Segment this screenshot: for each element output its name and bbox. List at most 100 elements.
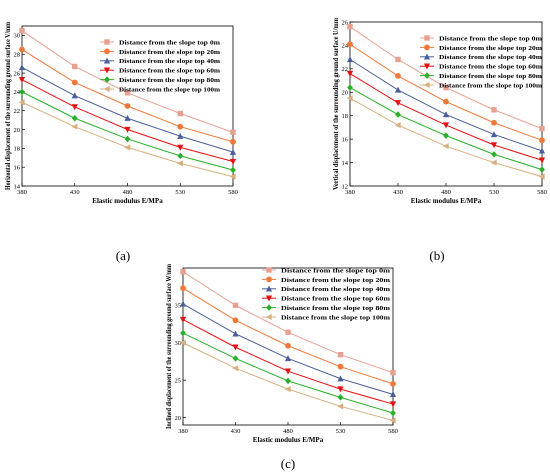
data-point	[18, 76, 26, 83]
legend-label: Distance from the slope top 60m	[119, 68, 221, 75]
legend-marker	[103, 67, 111, 74]
legend-label: Distance from the slope top 100m	[281, 314, 391, 321]
data-point	[389, 417, 396, 424]
data-point	[124, 114, 131, 121]
data-point	[395, 72, 401, 79]
legend-marker	[423, 63, 431, 70]
x-tick-label: 530	[175, 189, 185, 196]
legend-label: Distance from the slope top 20m	[281, 277, 391, 284]
data-point	[394, 121, 401, 129]
data-point	[346, 70, 354, 77]
data-point	[442, 143, 449, 150]
legend-marker	[104, 39, 110, 45]
y-tick-label: 20	[342, 90, 349, 97]
y-axis-label: Horizontal displacement of the surroundi…	[4, 22, 12, 190]
data-point	[284, 368, 292, 375]
y-tick-label: 20	[175, 415, 182, 422]
data-point	[71, 123, 78, 130]
data-point	[229, 173, 236, 180]
legend-marker	[424, 72, 430, 79]
y-tick-label: 16	[342, 136, 349, 143]
legend-marker	[265, 285, 273, 292]
data-point	[232, 330, 239, 337]
data-point	[19, 88, 25, 96]
data-point	[180, 329, 186, 337]
data-point	[337, 352, 344, 358]
data-point	[232, 355, 239, 362]
data-point	[18, 99, 25, 106]
legend-label: Distance from the slope top 40m	[119, 58, 221, 65]
legend-label: Distance from the slope top 0m	[439, 35, 543, 42]
data-point	[347, 84, 353, 91]
data-point	[230, 129, 236, 136]
data-point	[346, 95, 353, 102]
legend-label: Distance from the slope top 60m	[281, 296, 391, 303]
data-point	[180, 285, 186, 292]
data-point	[124, 90, 131, 96]
data-point	[229, 158, 237, 165]
legend-marker	[266, 276, 272, 283]
x-tick-label: 480	[123, 189, 133, 196]
legend-marker	[424, 44, 430, 51]
data-point	[72, 63, 78, 70]
x-tick-label: 530	[489, 189, 499, 196]
legend-marker	[423, 81, 430, 89]
chart-panel-3: 380 430 480 530 580 20 25 30 35 Elastic modulus E…	[165, 264, 398, 471]
y-tick-label: 20	[14, 127, 21, 134]
data-point	[443, 84, 449, 91]
data-point	[337, 386, 344, 393]
y-tick-label: 26	[342, 19, 349, 26]
legend-label: Distance from the slope top 80m	[281, 305, 391, 312]
data-point	[177, 123, 184, 130]
x-axis-label: Elastic modulus E/MPa	[92, 197, 163, 205]
data-point	[19, 28, 25, 34]
x-tick-label: 480	[283, 428, 293, 435]
data-point	[124, 144, 131, 151]
data-point	[394, 100, 402, 107]
y-tick-label: 30	[175, 340, 182, 347]
legend-label: Distance from the slope top 40m	[439, 54, 543, 61]
x-tick-label: 580	[388, 428, 398, 435]
data-point	[442, 122, 450, 129]
legend: Distance from the slope top 0m Distance f…	[420, 35, 543, 89]
legend-marker	[265, 295, 273, 302]
data-point	[337, 363, 344, 370]
data-point	[490, 159, 497, 166]
data-point	[491, 107, 497, 113]
data-point	[177, 144, 184, 151]
data-point	[124, 103, 131, 109]
data-point	[337, 394, 344, 401]
data-point	[337, 375, 344, 382]
legend-label: Distance from the slope top 40m	[281, 286, 391, 293]
data-point	[180, 269, 186, 275]
x-tick-label: 380	[345, 189, 355, 196]
x-axis-label: Elastic modulus E/MPa	[411, 197, 482, 205]
legend-label: Distance from the slope top 20m	[439, 45, 543, 52]
legend-label: Distance from the slope top 0m	[119, 39, 221, 46]
data-point	[176, 160, 183, 167]
data-point	[177, 110, 183, 117]
y-tick-label: 28	[14, 52, 21, 59]
data-point	[19, 46, 25, 53]
data-point	[284, 386, 291, 393]
data-point	[443, 132, 449, 139]
y-tick-label: 22	[14, 108, 21, 115]
y-tick-label: 22	[342, 66, 349, 73]
x-tick-label: 430	[70, 189, 80, 196]
y-tick-label: 26	[14, 70, 21, 77]
y-tick-label: 30	[14, 33, 21, 40]
legend-label: Distance from the slope top 60m	[439, 64, 543, 71]
data-point	[539, 137, 545, 144]
data-point	[390, 369, 396, 376]
data-point	[285, 377, 291, 385]
legend-marker	[265, 313, 272, 321]
data-point	[71, 104, 78, 111]
data-point	[490, 142, 498, 149]
legend-label: Distance from the slope top 80m	[119, 77, 221, 84]
data-point	[179, 339, 186, 346]
y-tick-label: 18	[342, 113, 349, 120]
data-point	[230, 166, 236, 174]
legend-marker	[104, 76, 110, 83]
x-axis-label: Elastic modulus E/MPa	[253, 436, 324, 444]
chart-panel-2: 380 430 480 530 580 12 14 16 18 20 22 24 26 Elastic m…	[332, 18, 547, 263]
